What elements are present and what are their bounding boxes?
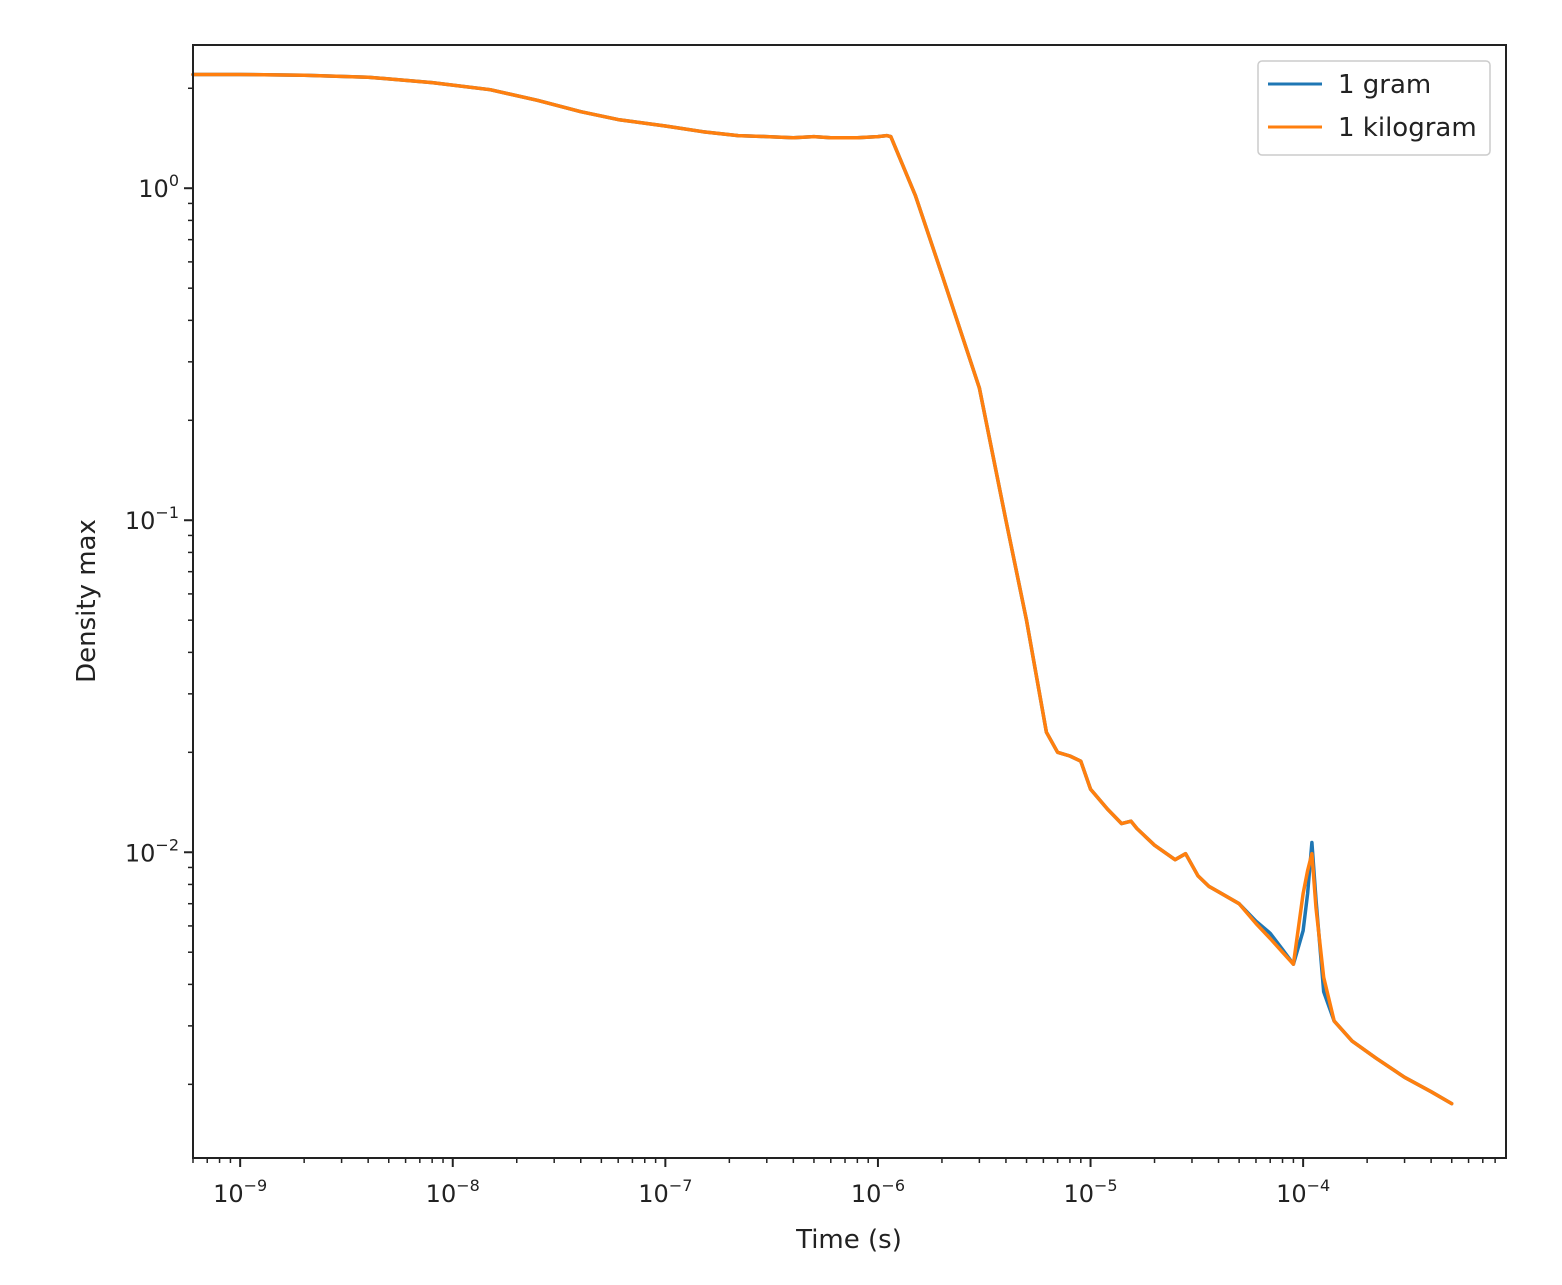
x-tick-label: 10−7 — [638, 1176, 692, 1208]
x-tick-label: 10−4 — [1276, 1176, 1330, 1208]
tick-layer: 10−9 10−8 10−7 10−6 10−5 10−4 100 10−1 10−2 — [125, 87, 1496, 1208]
y-axis-label: Density max — [72, 519, 102, 683]
y-tick-label: 10−2 — [125, 835, 179, 867]
plot-frame — [192, 44, 1507, 1159]
x-tick-label: 10−8 — [426, 1176, 480, 1208]
x-tick-label: 10−9 — [213, 1176, 267, 1208]
y-tick-label: 10−1 — [125, 503, 179, 535]
legend: 1 gram 1 kilogram — [1257, 60, 1491, 156]
y-tick-label: 100 — [138, 171, 179, 203]
legend-label-1-gram: 1 gram — [1338, 70, 1431, 100]
series-line-1-kilogram — [191, 72, 1454, 1106]
series-layer — [191, 72, 1454, 1106]
plot-area — [193, 45, 1506, 1158]
legend-label-1-kilogram: 1 kilogram — [1338, 113, 1477, 143]
x-tick-label: 10−5 — [1063, 1176, 1117, 1208]
x-axis-label: Time (s) — [795, 1225, 902, 1255]
x-tick-label: 10−6 — [851, 1176, 905, 1208]
